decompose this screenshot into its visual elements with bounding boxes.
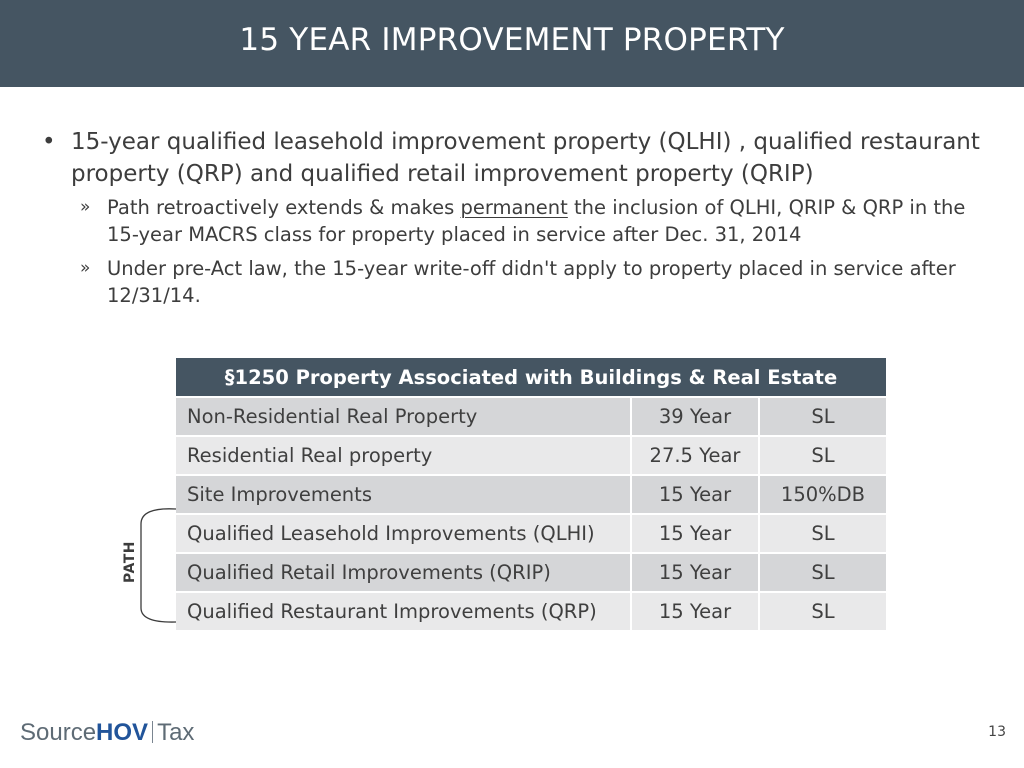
table-row: Residential Real property 27.5 Year SL: [176, 437, 886, 476]
company-logo: SourceHOV Tax: [20, 718, 194, 748]
table-cell-method: SL: [760, 398, 886, 437]
table-row: Qualified Retail Improvements (QRIP) 15 …: [176, 554, 886, 593]
logo-text-tax: Tax: [157, 719, 195, 746]
main-bullet: • 15-year qualified leasehold improvemen…: [42, 126, 992, 190]
table-cell-property: Non-Residential Real Property: [176, 398, 632, 437]
table-row: Qualified Restaurant Improvements (QRP) …: [176, 593, 886, 632]
sub-bullet-pre-act: » Under pre-Act law, the 15-year write-o…: [80, 255, 992, 309]
table-row: Site Improvements 15 Year 150%DB: [176, 476, 886, 515]
page-number: 13: [988, 724, 1006, 740]
table-cell-property: Qualified Restaurant Improvements (QRP): [176, 593, 632, 632]
main-bullet-text: 15-year qualified leasehold improvement …: [71, 129, 980, 187]
table-cell-recovery: 15 Year: [632, 515, 760, 554]
table-row: Non-Residential Real Property 39 Year SL: [176, 398, 886, 437]
sub-bullet-text: Under pre-Act law, the 15-year write-off…: [107, 257, 956, 307]
slide-title: 15 YEAR IMPROVEMENT PROPERTY: [239, 22, 785, 58]
table-cell-property: Site Improvements: [176, 476, 632, 515]
path-label: PATH: [122, 541, 138, 583]
table-cell-method: SL: [760, 437, 886, 476]
table-cell-recovery: 39 Year: [632, 398, 760, 437]
sub-bullet-text-before: Path retroactively extends & makes: [107, 196, 461, 219]
table-cell-method: SL: [760, 515, 886, 554]
sub-bullet-text-after: the inclusion of QLHI, QRIP & QRP in the…: [107, 196, 966, 246]
table-cell-recovery: 27.5 Year: [632, 437, 760, 476]
table-cell-method: 150%DB: [760, 476, 886, 515]
table-cell-method: SL: [760, 554, 886, 593]
table-cell-property: Residential Real property: [176, 437, 632, 476]
table-header: §1250 Property Associated with Buildings…: [176, 358, 886, 398]
sub-bullet-list: » Path retroactively extends & makes per…: [80, 194, 992, 309]
sub-bullet-text-underlined: permanent: [460, 196, 568, 219]
table-cell-property: Qualified Leasehold Improvements (QLHI): [176, 515, 632, 554]
chevron-right-icon: »: [80, 197, 91, 217]
table-cell-recovery: 15 Year: [632, 593, 760, 632]
title-bar: 15 YEAR IMPROVEMENT PROPERTY: [0, 0, 1024, 87]
bullet-list: • 15-year qualified leasehold improvemen…: [42, 126, 992, 316]
path-bracket-icon: [140, 508, 177, 623]
chevron-right-icon: »: [80, 258, 91, 278]
table-row: Qualified Leasehold Improvements (QLHI) …: [176, 515, 886, 554]
table-cell-method: SL: [760, 593, 886, 632]
table-header-row: §1250 Property Associated with Buildings…: [176, 358, 886, 398]
table-cell-property: Qualified Retail Improvements (QRIP): [176, 554, 632, 593]
logo-text-source: Source: [20, 719, 97, 746]
logo-text-hov: HOV: [96, 719, 149, 746]
bullet-dot-icon: •: [42, 129, 56, 155]
table-cell-recovery: 15 Year: [632, 476, 760, 515]
table-cell-recovery: 15 Year: [632, 554, 760, 593]
property-table: §1250 Property Associated with Buildings…: [176, 358, 886, 632]
logo-divider: [152, 721, 154, 743]
sub-bullet-permanent: » Path retroactively extends & makes per…: [80, 194, 992, 248]
